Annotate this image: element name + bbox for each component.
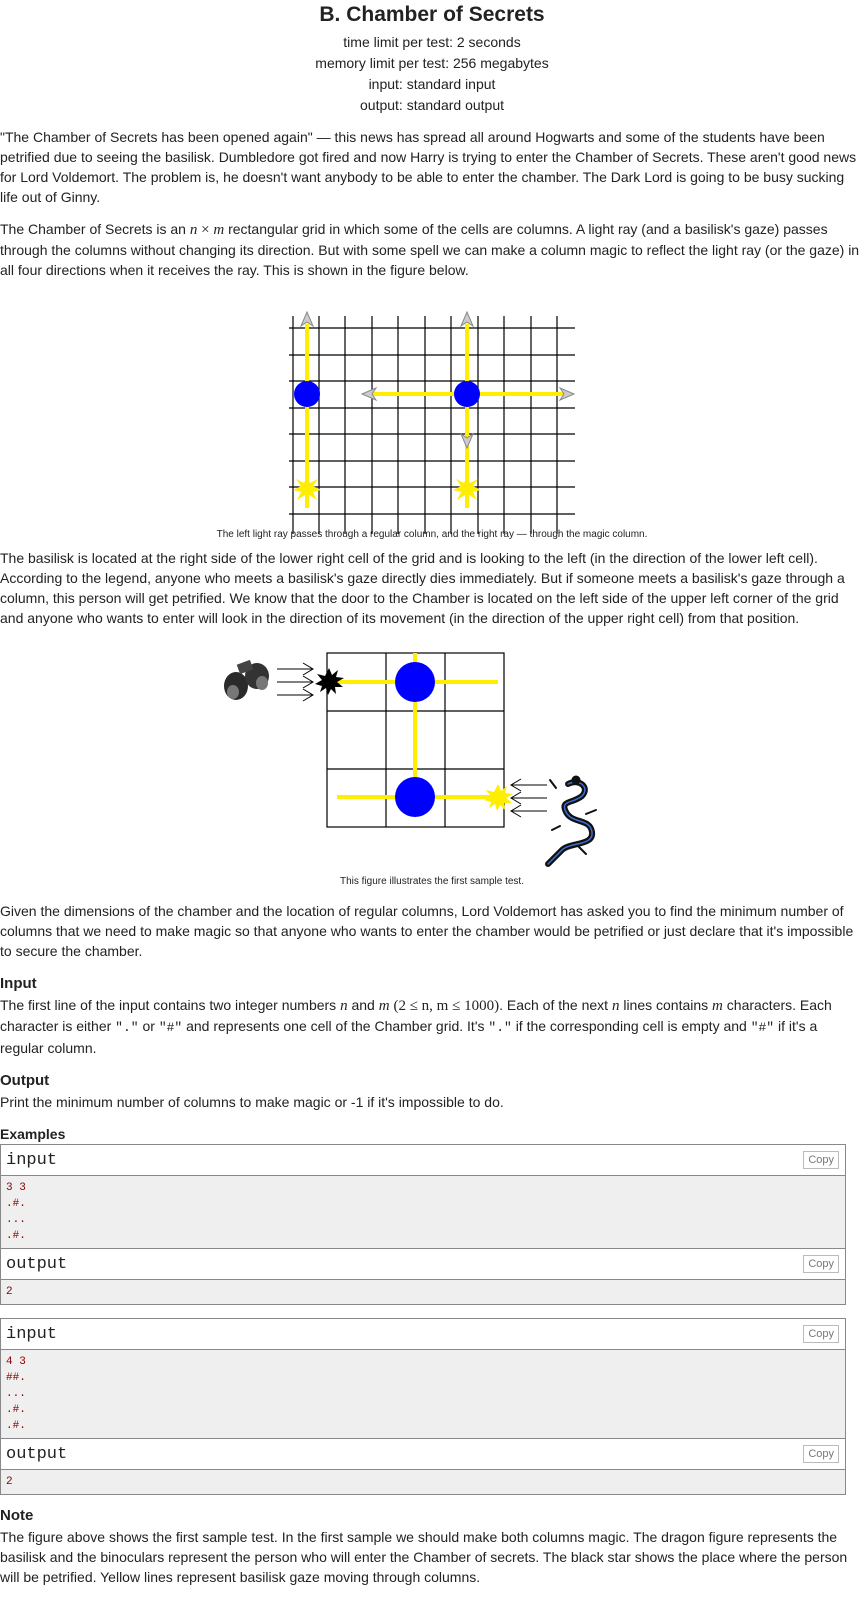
problem-title: B. Chamber of Secrets — [319, 3, 545, 26]
black-star-icon — [315, 668, 344, 695]
legend-paragraph-3: The basilisk is located at the right sid… — [0, 550, 845, 626]
example-label: output — [6, 1444, 68, 1464]
example-1: input Copy 3 3 .#.... .#. output Copy 2 — [0, 1143, 846, 1305]
example-input: 3 3 .#.... .#. — [1, 1175, 845, 1249]
copy-button[interactable]: Copy — [803, 1444, 839, 1463]
code-line: 4 3 — [6, 1355, 26, 1368]
example-header: input Copy — [1, 1319, 845, 1350]
code-line: ... — [6, 1213, 26, 1226]
regular-column — [294, 381, 320, 407]
light-source-icon — [293, 475, 321, 504]
example-header: output Copy — [1, 1249, 845, 1280]
binoculars-icon — [224, 659, 269, 700]
time-limit: time limit per test: 2 seconds — [343, 34, 521, 50]
example-header: input Copy — [1, 1145, 845, 1176]
code-line: .#. — [6, 1419, 26, 1432]
legend-paragraph-1: "The Chamber of Secrets has been opened … — [0, 129, 857, 205]
dragon-icon — [545, 775, 597, 867]
figure-1: The left light ray passes through a regu… — [0, 280, 864, 550]
legend-paragraph-2: The Chamber of Secrets is an n × m recta… — [0, 221, 860, 278]
arrow-down-icon — [459, 432, 475, 450]
example-header: output Copy — [1, 1439, 845, 1470]
examples-title: Examples — [0, 1125, 66, 1142]
example-label: input — [6, 1150, 58, 1170]
light-ray-figure — [289, 310, 576, 534]
problem-meta: time limit per test: 2 seconds memory li… — [0, 32, 864, 116]
output-section-title: Output — [0, 1071, 50, 1089]
copy-button[interactable]: Copy — [803, 1150, 839, 1169]
code-line: ##. — [6, 1371, 26, 1384]
note-text: The figure above shows the first sample … — [0, 1528, 848, 1585]
figure-1-caption: The left light ray passes through a regu… — [216, 529, 648, 540]
example-label: output — [6, 1254, 68, 1274]
code-line: .#. — [6, 1403, 26, 1416]
sample-figure — [224, 652, 597, 867]
example-output: 2 — [1, 1279, 845, 1304]
code-line: 3 3 — [6, 1181, 26, 1194]
legend-paragraph-4: Given the dimensions of the chamber and … — [0, 903, 854, 959]
arrow-left-icon — [360, 386, 378, 402]
column — [395, 662, 435, 702]
memory-limit: memory limit per test: 256 megabytes — [315, 55, 549, 71]
input-spec: input: standard input — [368, 76, 496, 92]
column — [395, 777, 435, 817]
light-source-icon — [453, 475, 481, 504]
code-line: .#. — [6, 1229, 26, 1242]
code-line: 2 — [6, 1475, 13, 1488]
output-section-text: Print the minimum number of columns to m… — [0, 1093, 504, 1110]
example-output: 2 — [1, 1469, 845, 1494]
arrow-up-icon — [299, 310, 315, 328]
magic-column — [454, 381, 480, 407]
input-section-text: The first line of the input contains two… — [0, 996, 832, 1056]
arrow-up-icon — [459, 310, 475, 328]
yellow-star-icon — [484, 784, 513, 811]
figure-2-caption: This figure illustrates the first sample… — [340, 876, 524, 887]
note-section-title: Note — [0, 1506, 34, 1524]
input-section-title: Input — [0, 975, 37, 992]
output-spec: output: standard output — [360, 97, 504, 113]
code-line: 2 — [6, 1285, 13, 1298]
copy-button[interactable]: Copy — [803, 1254, 839, 1273]
arrow-right-icon — [558, 386, 576, 402]
copy-button[interactable]: Copy — [803, 1324, 839, 1343]
example-2: input Copy 4 3 ##.... .#. .#. output Copy 2 — [0, 1317, 846, 1495]
example-label: input — [6, 1324, 58, 1344]
figure-2: This figure illustrates the first sample… — [0, 628, 864, 904]
examples-list: input Copy 3 3 .#.... .#. output Copy 2 input Cop… — [0, 1143, 864, 1495]
code-line: ... — [6, 1387, 26, 1400]
example-input: 4 3 ##.... .#. .#. — [1, 1349, 845, 1439]
code-line: .#. — [6, 1197, 26, 1210]
